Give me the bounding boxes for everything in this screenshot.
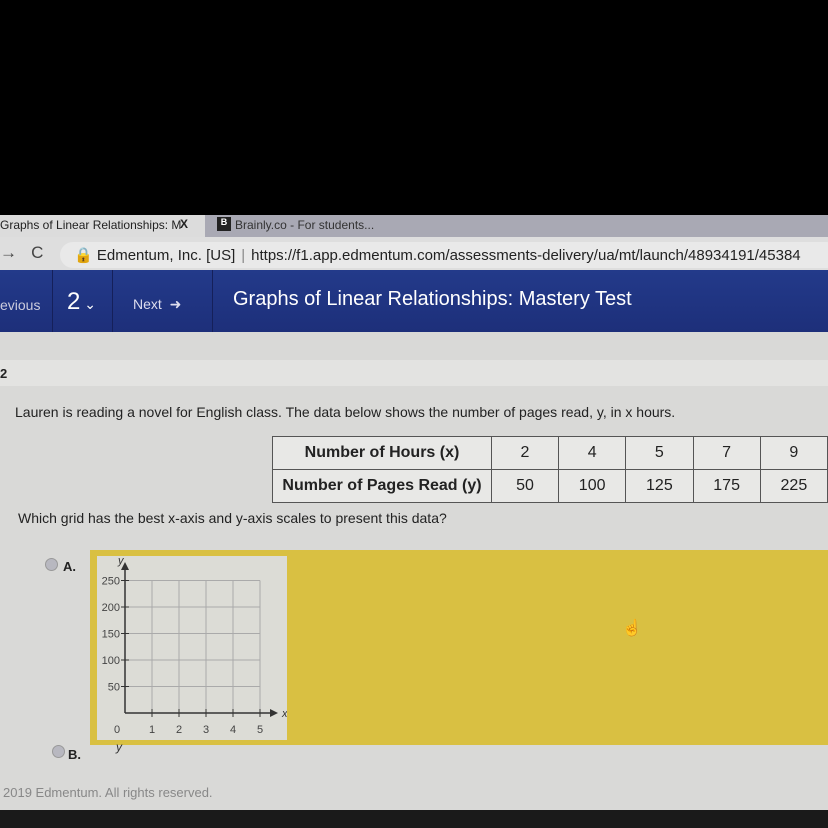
table-cell: 125 [625, 469, 694, 503]
table-cell: 2 [490, 436, 560, 470]
page-title: Graphs of Linear Relationships: Mastery … [233, 288, 632, 310]
option-b-radio[interactable] [52, 745, 65, 758]
table-cell: 225 [759, 469, 828, 503]
tab-label: Graphs of Linear Relationships: M [0, 218, 182, 232]
reload-icon[interactable]: C [31, 243, 44, 262]
screen-bezel [0, 810, 828, 828]
tab-label: Brainly.co - For students... [235, 218, 375, 232]
tab-brainly[interactable]: B Brainly.co - For students... [215, 215, 475, 235]
table-cell: 9 [759, 436, 828, 470]
y-tick-label: 150 [102, 629, 120, 641]
browser-nav: → C [0, 243, 43, 263]
url-text: https://f1.app.edmentum.com/assessments-… [251, 247, 801, 264]
table-cell: 5 [625, 436, 694, 470]
graph-svg: y x 250 200 150 100 50 0 1 2 3 4 5 [102, 555, 288, 736]
x-arrow-icon [270, 709, 278, 717]
y-axis-label: y [117, 556, 125, 567]
question-header [0, 360, 828, 386]
x-tick-label: 3 [203, 724, 209, 736]
table-cell: 50 [490, 469, 560, 503]
brainly-icon: B [217, 217, 231, 231]
row-header: Number of Hours (x) [272, 436, 492, 470]
row-header: Number of Pages Read (y) [272, 469, 492, 503]
tab-bar [0, 215, 828, 237]
x-tick-label: 1 [149, 724, 155, 736]
y-tick-label: 250 [102, 576, 120, 588]
forward-icon[interactable]: → [0, 243, 17, 262]
x-tick-label: 0 [114, 724, 120, 736]
table-row: Number of Pages Read (y) 50 100 125 175 225 [272, 469, 828, 503]
y-tick-label: 200 [102, 602, 120, 614]
table-cell: 4 [558, 436, 627, 470]
y-tick-label: 100 [102, 655, 120, 667]
y-arrow-icon [121, 562, 129, 570]
previous-button[interactable]: evious [0, 297, 41, 313]
option-b-label: B. [68, 747, 81, 762]
site-identity: Edmentum, Inc. [US] [96, 247, 236, 264]
table-cell: 100 [558, 469, 627, 503]
option-a-label: A. [63, 559, 76, 574]
table-cell: 7 [692, 436, 761, 470]
test-nav-bar: evious 2 ⌄ Next ➜ Graphs of Linear Relat… [0, 270, 828, 332]
data-table: Number of Hours (x) 2 4 5 7 9 Number of Pages … [272, 436, 828, 503]
footer-copyright: 2019 Edmentum. All rights reserved. [3, 785, 213, 800]
y-tick-label: 50 [108, 682, 120, 694]
url-input[interactable]: 🔒 Edmentum, Inc. [US] | https://f1.app.edm… [60, 242, 828, 268]
chevron-down-icon: ⌄ [80, 296, 96, 312]
x-tick-label: 5 [257, 724, 263, 736]
x-tick-label: 4 [230, 724, 236, 736]
table-cell: 175 [692, 469, 761, 503]
option-b-y-label: y [116, 740, 122, 754]
hand-cursor-icon: ☝ [622, 620, 642, 637]
question-selector[interactable]: 2 ⌄ [67, 288, 96, 315]
question-prompt: Lauren is reading a novel for English cl… [15, 404, 676, 420]
x-tick-label: 2 [176, 724, 182, 736]
close-tab-icon[interactable]: X [180, 217, 189, 231]
x-axis-label: x [281, 708, 287, 720]
question-ask: Which grid has the best x-axis and y-axi… [18, 510, 447, 526]
next-button[interactable]: Next ➜ [133, 296, 182, 312]
option-a-graph: y x 250 200 150 100 50 0 1 2 3 4 5 [97, 555, 288, 740]
question-number: 2 [0, 366, 8, 381]
lock-icon: 🔒 [74, 247, 93, 264]
arrow-right-circle-icon: ➜ [169, 296, 182, 312]
table-row: Number of Hours (x) 2 4 5 7 9 [272, 436, 828, 470]
option-a-radio[interactable] [45, 558, 58, 571]
